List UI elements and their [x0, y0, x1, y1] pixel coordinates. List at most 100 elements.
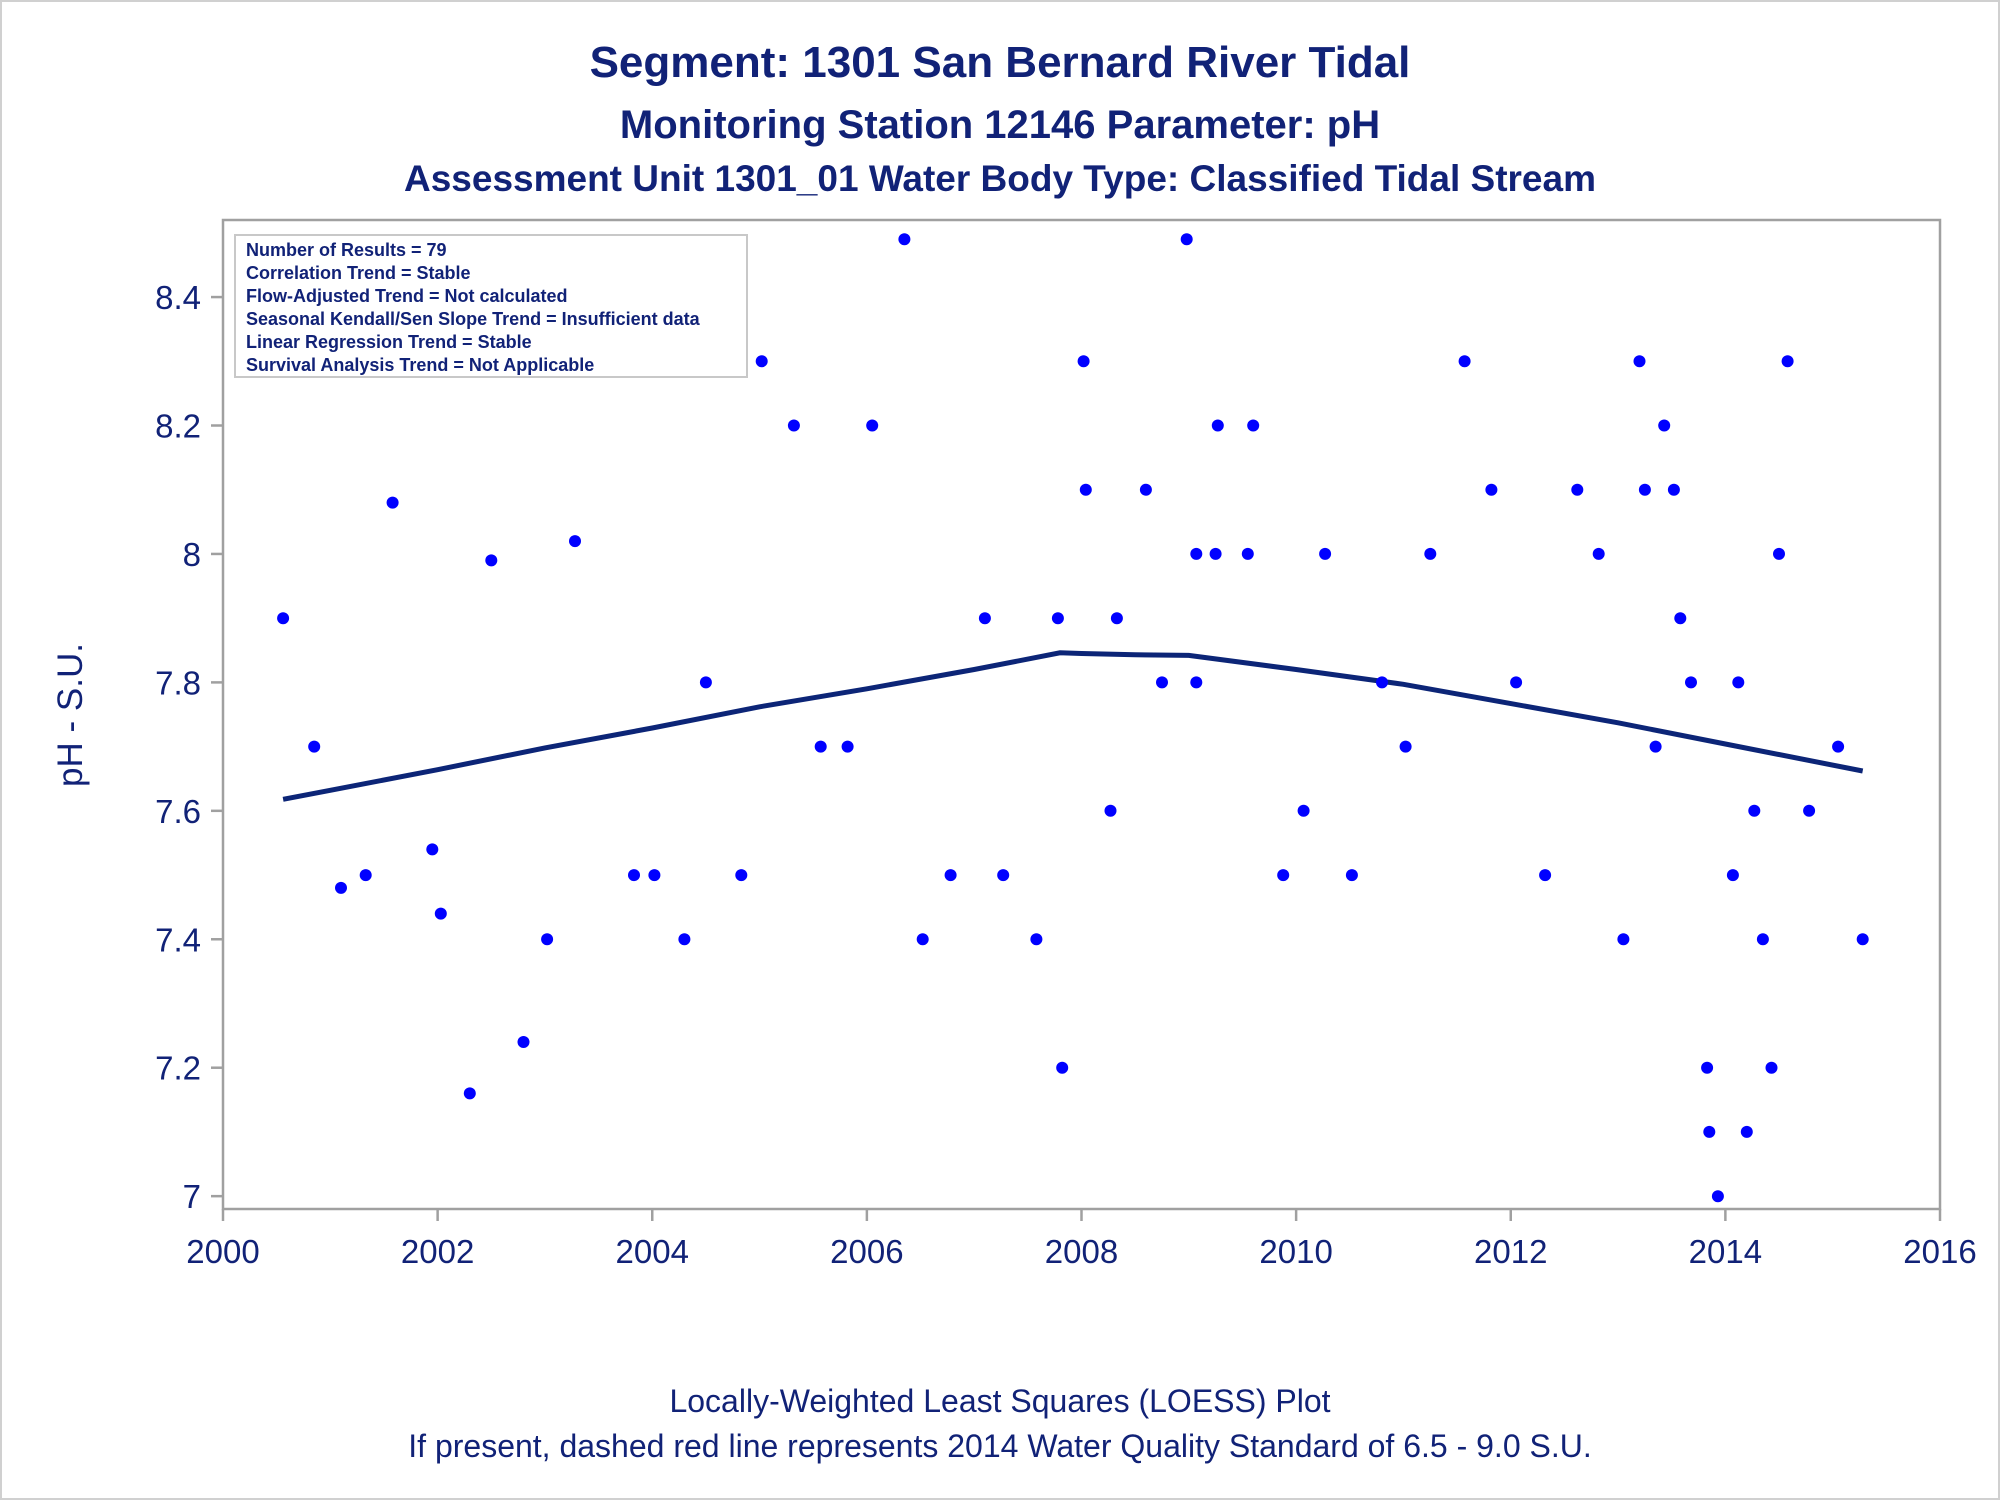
data-point: [1458, 355, 1471, 368]
data-point: [1803, 804, 1816, 817]
data-point: [1617, 933, 1630, 946]
data-point: [678, 933, 691, 946]
data-point: [463, 1087, 476, 1100]
data-point: [434, 907, 447, 920]
data-point: [699, 676, 712, 689]
data-point: [277, 612, 290, 625]
data-point: [359, 869, 372, 882]
data-point: [735, 869, 748, 882]
y-tick-label: 7.8: [155, 664, 201, 701]
data-point: [1592, 547, 1605, 560]
data-point: [1726, 869, 1739, 882]
data-point: [1748, 804, 1761, 817]
data-point: [386, 496, 399, 509]
data-point: [1756, 933, 1769, 946]
data-point: [1674, 612, 1687, 625]
stats-box-border: [234, 234, 748, 378]
y-tick-label: 8.2: [155, 408, 201, 445]
data-point: [1703, 1125, 1716, 1138]
data-point: [1765, 1061, 1778, 1074]
data-point: [1156, 676, 1168, 689]
data-point: [898, 233, 911, 246]
data-point: [1247, 419, 1260, 432]
data-point: [1077, 355, 1090, 368]
chart-subtitle-assessment: Assessment Unit 1301_01 Water Body Type:…: [404, 158, 1596, 199]
data-point: [1773, 547, 1785, 560]
x-tick-label: 2004: [616, 1233, 689, 1270]
data-point: [1424, 547, 1437, 560]
data-point: [1649, 740, 1662, 753]
x-tick-label: 2008: [1045, 1233, 1118, 1270]
data-point: [1667, 483, 1680, 496]
data-point: [1190, 547, 1203, 560]
data-point: [866, 419, 879, 432]
data-point: [1539, 869, 1552, 882]
data-point: [1051, 612, 1064, 625]
stat-line-correlation: Correlation Trend = Stable: [246, 263, 471, 283]
data-point: [755, 355, 768, 368]
footnote-loess: Locally-Weighted Least Squares (LOESS) P…: [669, 1383, 1331, 1419]
data-point: [1485, 483, 1498, 496]
data-points: [277, 233, 1869, 1203]
data-point: [485, 554, 498, 567]
y-tick-label: 7: [183, 1178, 201, 1215]
data-point: [997, 869, 1010, 882]
data-point: [1701, 1061, 1714, 1074]
data-point: [1277, 869, 1290, 882]
stat-line-linear-regression: Linear Regression Trend = Stable: [246, 332, 532, 352]
data-point: [1781, 355, 1794, 368]
data-point: [1740, 1125, 1753, 1138]
data-point: [1104, 804, 1117, 817]
data-point: [1633, 355, 1646, 368]
x-tick-label: 2012: [1474, 1233, 1547, 1270]
y-tick-label: 7.6: [155, 793, 201, 830]
footnote-standard: If present, dashed red line represents 2…: [408, 1428, 1592, 1464]
data-point: [1832, 740, 1845, 753]
data-point: [1180, 233, 1193, 246]
data-point: [1190, 676, 1203, 689]
loess-line: [282, 650, 1864, 802]
data-point: [628, 869, 640, 882]
y-axis-label: pH - S.U.: [51, 643, 90, 787]
data-point: [944, 869, 957, 882]
data-point: [1209, 547, 1222, 560]
data-point: [978, 612, 991, 625]
x-tick-label: 2006: [830, 1233, 903, 1270]
y-tick-label: 7.4: [155, 921, 201, 958]
data-point: [541, 933, 554, 946]
x-axis: 2000 2002 2004 2006 2008 2010 2012 2014 2016: [186, 1209, 1977, 1270]
data-point: [1241, 547, 1254, 560]
x-tick-label: 2016: [1903, 1233, 1976, 1270]
data-point: [916, 933, 929, 946]
data-point: [648, 869, 661, 882]
stat-line-survival: Survival Analysis Trend = Not Applicable: [246, 355, 594, 375]
stats-box: Number of Results = 79 Correlation Trend…: [234, 234, 748, 378]
data-point: [1211, 419, 1224, 432]
data-point: [335, 881, 347, 894]
stat-line-results: Number of Results = 79: [246, 240, 447, 260]
data-point: [1510, 676, 1523, 689]
x-tick-label: 2014: [1689, 1233, 1762, 1270]
chart-subtitle-station: Monitoring Station 12146 Parameter: pH: [619, 103, 1381, 147]
x-tick-label: 2000: [186, 1233, 259, 1270]
chart-title: Segment: 1301 San Bernard River Tidal: [589, 38, 1411, 87]
data-point: [1345, 869, 1358, 882]
x-tick-label: 2010: [1259, 1233, 1332, 1270]
data-point: [1732, 676, 1745, 689]
y-axis: 7 7.2 7.4 7.6 7.8 8 8.2 8.4: [155, 279, 223, 1215]
data-point: [1079, 483, 1092, 496]
data-point: [1638, 483, 1651, 496]
y-tick-label: 7.2: [155, 1050, 201, 1087]
data-point: [1297, 804, 1310, 817]
data-point: [1711, 1190, 1724, 1203]
data-point: [1658, 419, 1671, 432]
data-point: [1571, 483, 1584, 496]
y-tick-label: 8.4: [155, 279, 201, 316]
y-tick-label: 8: [183, 536, 201, 573]
data-point: [1685, 676, 1697, 689]
data-point: [1139, 483, 1152, 496]
x-tick-label: 2002: [401, 1233, 474, 1270]
stat-line-seasonal-kendall: Seasonal Kendall/Sen Slope Trend = Insuf…: [246, 309, 701, 329]
data-point: [426, 843, 439, 856]
